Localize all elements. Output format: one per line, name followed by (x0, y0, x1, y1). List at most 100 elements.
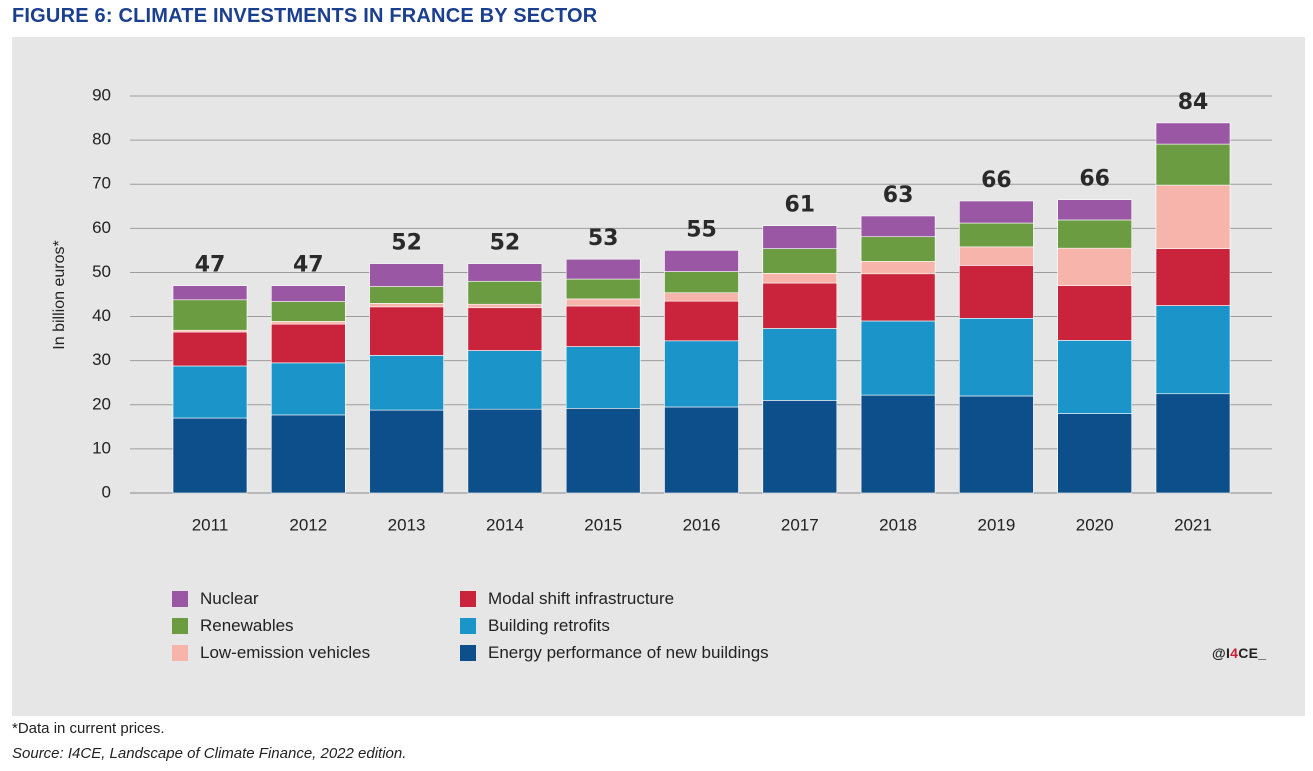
bar-segment (664, 300, 739, 342)
bar-segment (664, 250, 739, 272)
x-tick-label: 2014 (486, 515, 524, 534)
bar-segment (565, 346, 641, 409)
bar-segment (270, 321, 346, 325)
x-tick-label: 2021 (1174, 515, 1212, 534)
bar-segment (1057, 219, 1132, 249)
bar-segment (467, 280, 543, 305)
legend-column-right: Modal shift infrastructure Building retr… (460, 585, 769, 666)
bar-segment (1155, 305, 1231, 395)
legend-swatch-new-buildings (460, 644, 476, 661)
total-label: 66 (981, 168, 1012, 193)
bar-segment (762, 400, 838, 494)
bar-segment (762, 225, 838, 249)
x-tick-label: 2019 (977, 515, 1015, 534)
bar-segment (1057, 413, 1132, 494)
y-tick-label: 80 (92, 130, 111, 149)
y-axis-label: In billion euros* (51, 240, 68, 349)
bar-segment (762, 248, 838, 274)
total-label: 63 (883, 183, 914, 208)
bar-segment (860, 236, 936, 262)
x-tick-label: 2011 (192, 515, 229, 534)
x-tick-label: 2018 (879, 515, 917, 534)
bar-segment (762, 328, 838, 401)
bar-segment (369, 286, 444, 304)
y-tick-label: 30 (92, 350, 111, 369)
legend-item-new-buildings: Energy performance of new buildings (460, 639, 769, 666)
i4ce-credit: @I4CE_ (1212, 645, 1266, 661)
bar-segment (270, 301, 346, 322)
total-label: 47 (293, 253, 324, 278)
labels: 0 10 20 30 40 50 60 70 80 90 2011 47 2012 47 2013 52 201… (92, 85, 1212, 534)
bar-segment (1155, 122, 1231, 145)
total-label: 84 (1178, 90, 1209, 115)
x-tick-label: 2016 (683, 515, 721, 534)
bar-segment (860, 215, 936, 238)
bar-segment (467, 408, 543, 494)
legend-item-modal-shift: Modal shift infrastructure (460, 585, 769, 612)
figure-title: FIGURE 6: CLIMATE INVESTMENTS IN FRANCE … (12, 5, 598, 27)
bar-segment (860, 273, 936, 322)
bar-segment (565, 298, 641, 307)
bar-segment (369, 409, 444, 494)
bar-segment (1155, 248, 1231, 306)
legend-item-building-retrofits: Building retrofits (460, 612, 769, 639)
credit-highlight: 4 (1230, 645, 1239, 661)
x-tick-label: 2013 (388, 515, 426, 534)
bar-segment (1155, 143, 1231, 186)
y-tick-label: 70 (92, 174, 111, 193)
bar-segment (860, 261, 936, 275)
legend-swatch-low-emission-vehicles (172, 644, 188, 661)
bar-segment (1155, 184, 1231, 249)
bar-segment (270, 285, 346, 302)
legend-swatch-nuclear (172, 590, 188, 607)
bar-segment (762, 273, 838, 284)
legend-column-left: Nuclear Renewables Low-emission vehicles (172, 585, 370, 666)
bar-segment (467, 307, 543, 351)
credit-prefix: @I (1212, 645, 1231, 661)
legend-label: Nuclear (200, 588, 259, 608)
bar-segment (664, 406, 739, 494)
bar-segment (1057, 247, 1132, 286)
legend-label: Modal shift infrastructure (488, 588, 675, 608)
bar-segment (565, 305, 641, 347)
total-label: 53 (588, 226, 619, 251)
bars (172, 122, 1231, 494)
bar-segment (1057, 340, 1132, 414)
bar-segment (959, 395, 1034, 494)
y-tick-label: 90 (92, 85, 111, 104)
bar-segment (1155, 393, 1231, 494)
legend-label: Energy performance of new buildings (488, 642, 769, 662)
bar-segment (369, 355, 444, 411)
legend-label: Low-emission vehicles (200, 642, 371, 662)
bar-segment (959, 318, 1034, 397)
x-tick-label: 2017 (781, 515, 819, 534)
credit-suffix: CE_ (1238, 645, 1267, 661)
bar-segment (565, 278, 641, 300)
bar-segment (860, 394, 936, 494)
y-tick-label: 0 (102, 482, 111, 501)
bar-segment (959, 265, 1034, 319)
y-tick-label: 20 (92, 394, 111, 413)
bar-segment (565, 408, 641, 494)
legend-swatch-building-retrofits (460, 617, 476, 634)
total-label: 52 (391, 231, 422, 256)
bar-segment (664, 340, 739, 408)
bar-segment (467, 263, 543, 282)
bar-segment (270, 323, 346, 364)
bar-segment (1057, 285, 1132, 341)
legend-item-renewables: Renewables (172, 612, 370, 639)
x-tick-label: 2020 (1076, 515, 1114, 534)
y-tick-label: 10 (92, 438, 111, 457)
y-tick-label: 60 (92, 218, 111, 237)
bar-segment (270, 362, 346, 416)
bar-segment (467, 350, 543, 410)
chart-panel: 0 10 20 30 40 50 60 70 80 90 2011 47 2012 47 2013 52 201… (12, 37, 1305, 716)
bar-segment (860, 320, 936, 396)
x-tick-label: 2012 (289, 515, 327, 534)
total-label: 47 (195, 253, 226, 278)
bar-segment (270, 414, 346, 494)
y-tick-label: 50 (92, 262, 111, 281)
bar-segment (959, 200, 1034, 224)
bar-segment (369, 303, 444, 308)
bar-segment (762, 282, 838, 329)
